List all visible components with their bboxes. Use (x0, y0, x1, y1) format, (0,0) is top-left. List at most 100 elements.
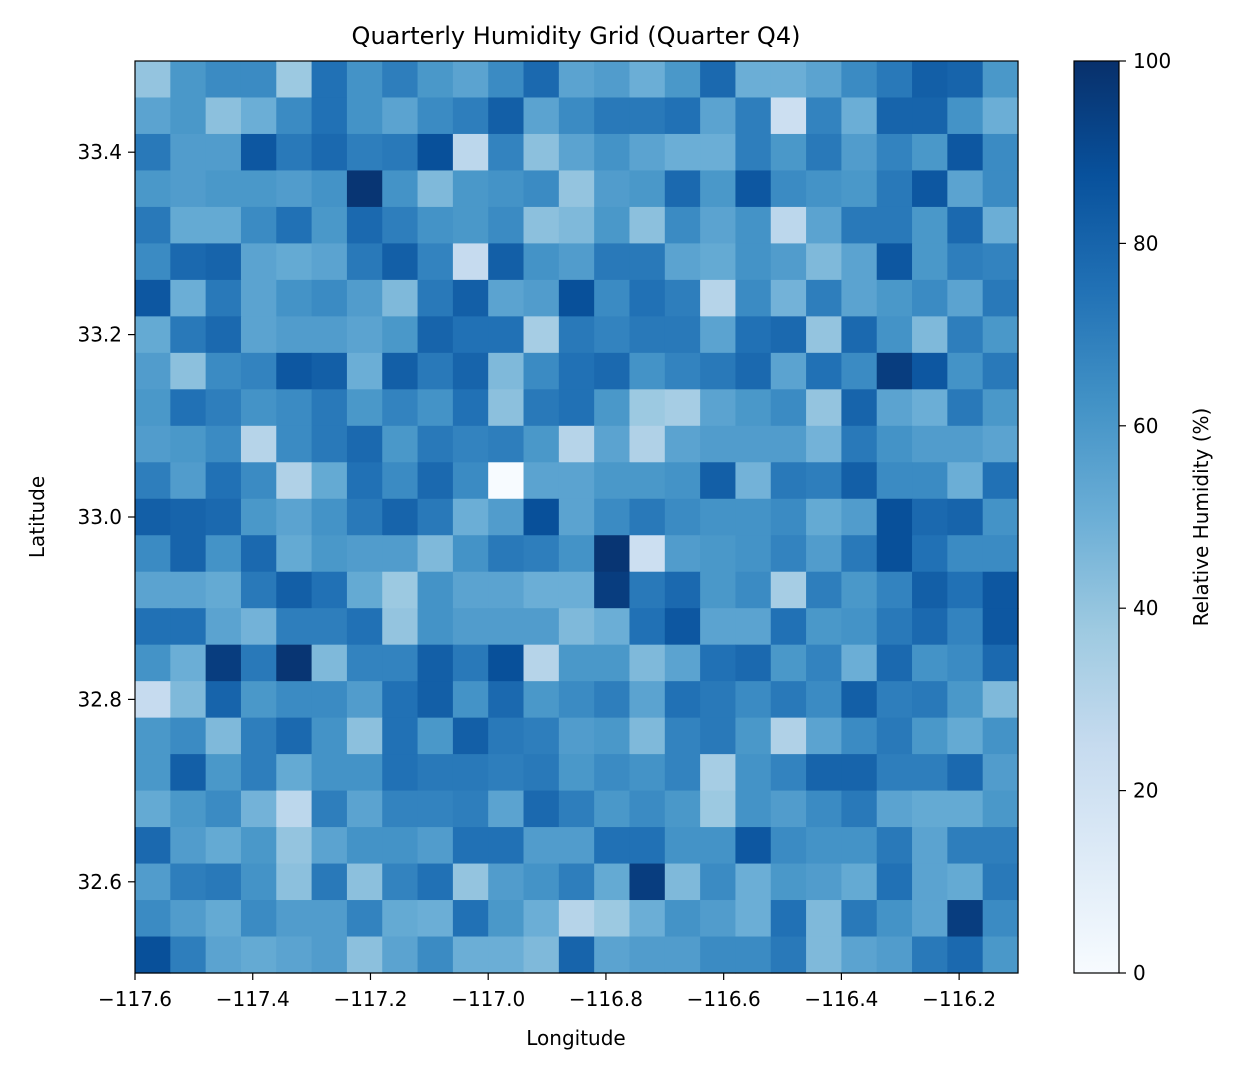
heatmap-cell (770, 717, 807, 755)
heatmap-cell (240, 170, 277, 208)
heatmap-cell (135, 170, 171, 208)
heatmap-cell (276, 717, 313, 755)
heatmap-cell (382, 316, 419, 354)
heatmap-cell (664, 936, 701, 974)
heatmap-cell (947, 863, 984, 901)
heatmap-cell (452, 535, 489, 573)
heatmap-cell (912, 243, 948, 281)
heatmap-cell (664, 827, 701, 865)
heatmap-cell (523, 170, 560, 208)
heatmap-cell (806, 498, 842, 536)
heatmap-cell (135, 498, 171, 536)
heatmap-cell (170, 535, 207, 573)
heatmap-cell (276, 754, 313, 792)
heatmap-cell (488, 900, 525, 938)
heatmap-cell (240, 243, 277, 281)
heatmap-cell (488, 170, 525, 208)
heatmap-cell (417, 97, 454, 135)
heatmap-cell (558, 535, 595, 573)
heatmap-cell (523, 498, 560, 536)
heatmap-cell (523, 206, 560, 244)
heatmap-cell (629, 61, 666, 99)
heatmap-cell (700, 170, 737, 208)
heatmap-cell (629, 608, 666, 646)
heatmap-cell (135, 279, 171, 317)
x-tick-label: −117.4 (216, 987, 290, 1011)
heatmap-cell (700, 717, 737, 755)
heatmap-cell (488, 754, 525, 792)
heatmap-cell (700, 644, 737, 682)
heatmap-cell (382, 243, 419, 281)
heatmap-cell (240, 279, 277, 317)
heatmap-cell (700, 936, 737, 974)
heatmap-cell (135, 717, 171, 755)
heatmap-cell (806, 608, 842, 646)
heatmap-cell (982, 827, 1019, 865)
x-tick-label: −116.6 (687, 987, 761, 1011)
heatmap-cell (558, 790, 595, 828)
heatmap-cell (276, 462, 313, 500)
heatmap-cell (170, 717, 207, 755)
heatmap-cell (912, 498, 948, 536)
heatmap-cell (311, 61, 348, 99)
heatmap-cell (135, 316, 171, 354)
heatmap-cell (488, 389, 525, 427)
heatmap-cell (382, 827, 419, 865)
heatmap-cell (417, 644, 454, 682)
heatmap-cell (488, 425, 525, 463)
heatmap-cell (276, 863, 313, 901)
heatmap-cell (770, 644, 807, 682)
heatmap-cell (841, 425, 878, 463)
heatmap-cell (488, 681, 525, 719)
heatmap-cell (841, 389, 878, 427)
heatmap-cell (276, 425, 313, 463)
heatmap-cell (523, 133, 560, 172)
heatmap-cell (558, 681, 595, 719)
heatmap-cell (876, 133, 913, 172)
heatmap-cell (947, 571, 984, 609)
heatmap-cell (735, 608, 772, 646)
heatmap-cell (417, 498, 454, 536)
heatmap-cell (452, 206, 489, 244)
heatmap-cell (629, 425, 666, 463)
heatmap-cell (912, 97, 948, 135)
heatmap-cell (382, 170, 419, 208)
heatmap-cell (982, 608, 1019, 646)
y-tick-label: 32.6 (77, 870, 122, 894)
heatmap-cell (876, 717, 913, 755)
heatmap-cell (735, 243, 772, 281)
heatmap-cell (240, 498, 277, 536)
heatmap-cell (558, 827, 595, 865)
heatmap-cell (806, 206, 842, 244)
colorbar-tick-label: 80 (1133, 231, 1158, 255)
heatmap-cell (806, 827, 842, 865)
heatmap-cell (135, 243, 171, 281)
heatmap-cell (240, 389, 277, 427)
heatmap-cell (982, 133, 1019, 172)
heatmap-cell (276, 170, 313, 208)
heatmap-cell (558, 425, 595, 463)
heatmap-cell (841, 462, 878, 500)
heatmap-cell (912, 754, 948, 792)
heatmap-cell (488, 316, 525, 354)
heatmap-cell (982, 535, 1019, 573)
heatmap-cell (594, 571, 631, 609)
heatmap-cell (240, 644, 277, 682)
heatmap-cell (382, 206, 419, 244)
heatmap-cell (135, 425, 171, 463)
heatmap-cell (170, 936, 207, 974)
heatmap-cell (664, 133, 701, 172)
heatmap-cell (276, 243, 313, 281)
heatmap-cell (170, 170, 207, 208)
heatmap-cell (841, 316, 878, 354)
heatmap-cell (982, 571, 1019, 609)
heatmap-cell (735, 790, 772, 828)
heatmap-cell (135, 462, 171, 500)
heatmap-cell (488, 936, 525, 974)
heatmap-cell (170, 498, 207, 536)
heatmap-cell (170, 644, 207, 682)
heatmap-cell (240, 863, 277, 901)
heatmap-cell (346, 936, 383, 974)
heatmap-cell (523, 571, 560, 609)
heatmap-cell (912, 170, 948, 208)
